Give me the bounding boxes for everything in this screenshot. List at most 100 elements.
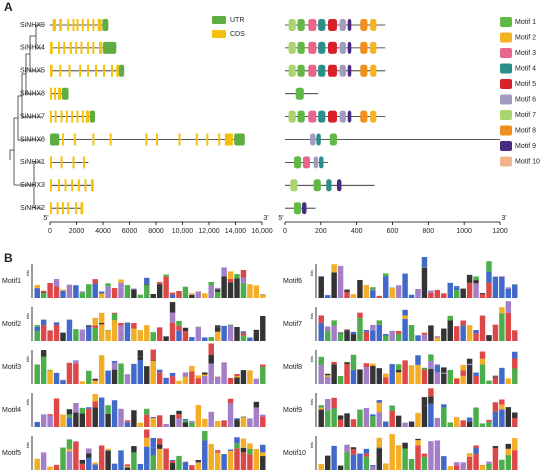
logo-glyph — [331, 272, 337, 298]
logo-glyph — [73, 360, 79, 364]
logo-glyph — [434, 372, 441, 384]
logo-glyph — [234, 278, 240, 298]
motif-box — [308, 19, 317, 31]
motif-box — [318, 41, 326, 54]
logo-glyph — [189, 294, 195, 298]
logo-glyph — [150, 437, 156, 448]
cds-block — [97, 19, 102, 31]
logo-glyph — [214, 325, 221, 328]
cds-block — [65, 110, 68, 123]
logo-glyph — [505, 287, 512, 289]
logo-glyph — [428, 292, 434, 298]
logo-glyph — [350, 448, 357, 455]
cds-block — [84, 179, 87, 192]
logo-glyph — [214, 327, 221, 332]
logo-glyph — [415, 445, 421, 470]
logo-glyph — [124, 420, 131, 422]
logo-glyph — [434, 445, 441, 470]
logo-glyph — [169, 372, 176, 377]
logo-glyph — [395, 285, 402, 298]
gene-name: SiNHX8 — [20, 91, 45, 98]
logo-glyph — [105, 450, 111, 470]
logo-glyph — [163, 423, 169, 427]
gene-name: SiNHX9 — [20, 22, 45, 29]
gene-name: SiNHX1 — [20, 159, 45, 166]
logo-glyph — [234, 375, 240, 378]
cds-block — [92, 19, 95, 31]
logo-glyph — [441, 373, 447, 384]
logo-glyph — [337, 415, 344, 420]
logo-glyph — [415, 440, 421, 446]
logo-glyph — [441, 372, 447, 374]
logo-glyph — [389, 405, 395, 411]
logo-glyph — [370, 416, 376, 427]
tick-label: 8000 — [148, 228, 164, 235]
cds-block — [195, 133, 198, 146]
logo-glyph — [195, 460, 202, 463]
logo-glyph — [253, 378, 260, 384]
logo-glyph — [428, 325, 434, 341]
logo-glyph — [202, 372, 208, 375]
logo-glyph — [492, 276, 499, 298]
motif-box — [293, 202, 302, 215]
logo-glyph — [86, 448, 92, 454]
tick-label: 0 — [283, 228, 287, 235]
logo-glyph — [86, 407, 92, 409]
logo-glyph — [169, 312, 176, 323]
logo-glyph — [111, 463, 118, 470]
logo-glyph — [176, 418, 182, 427]
logo-glyph — [34, 364, 40, 384]
legend-label: Motif 10 — [515, 158, 540, 165]
logo-glyph — [350, 334, 357, 341]
logo-glyph — [137, 330, 144, 341]
motif-box — [328, 41, 337, 54]
logo-glyph — [79, 331, 86, 341]
logo-glyph — [53, 279, 60, 287]
logo-glyph — [350, 369, 357, 384]
logo-glyph — [253, 413, 260, 427]
motif-box — [297, 41, 305, 54]
cds-block — [72, 156, 75, 169]
logo-glyph — [92, 327, 98, 341]
logo-glyph — [208, 411, 214, 427]
logo-glyph — [79, 329, 86, 332]
tree — [9, 24, 42, 209]
logo-glyph — [144, 277, 150, 284]
logo-glyph — [350, 419, 357, 427]
logo-glyph — [163, 280, 169, 298]
logo-glyph — [92, 317, 98, 326]
logo-glyph — [324, 373, 331, 376]
logo-glyph — [124, 467, 131, 470]
legend-swatch — [500, 79, 512, 89]
logo-glyph — [466, 358, 473, 364]
logo-glyph — [402, 360, 408, 362]
logo-glyph — [434, 336, 441, 338]
logo-glyph — [105, 330, 111, 341]
logo-glyph — [66, 439, 73, 449]
logo-glyph — [466, 417, 473, 422]
logo-glyph — [492, 402, 499, 412]
logo-glyph — [240, 438, 247, 448]
logo-glyph — [453, 377, 460, 379]
logo-glyph — [189, 465, 195, 470]
logo-glyph — [240, 370, 247, 384]
logo-glyph — [499, 459, 505, 470]
logo-glyph — [137, 422, 144, 427]
logo-glyph — [505, 448, 512, 456]
cds-block — [87, 41, 90, 54]
logo-glyph — [408, 459, 415, 470]
logo-glyph — [331, 361, 337, 365]
gene-name: SiNHX4 — [20, 45, 45, 52]
logo-glyph — [163, 336, 169, 341]
cds-block — [50, 179, 52, 192]
logo-glyph — [389, 434, 395, 438]
logo-glyph — [402, 273, 408, 298]
logo-glyph — [453, 286, 460, 288]
logo-glyph — [505, 301, 512, 313]
logo-glyph — [324, 399, 331, 404]
logo-glyph — [240, 417, 247, 427]
logo-glyph — [156, 284, 163, 298]
logo-glyph — [441, 456, 447, 470]
cds-block — [80, 202, 84, 215]
logo-glyph — [389, 288, 395, 298]
